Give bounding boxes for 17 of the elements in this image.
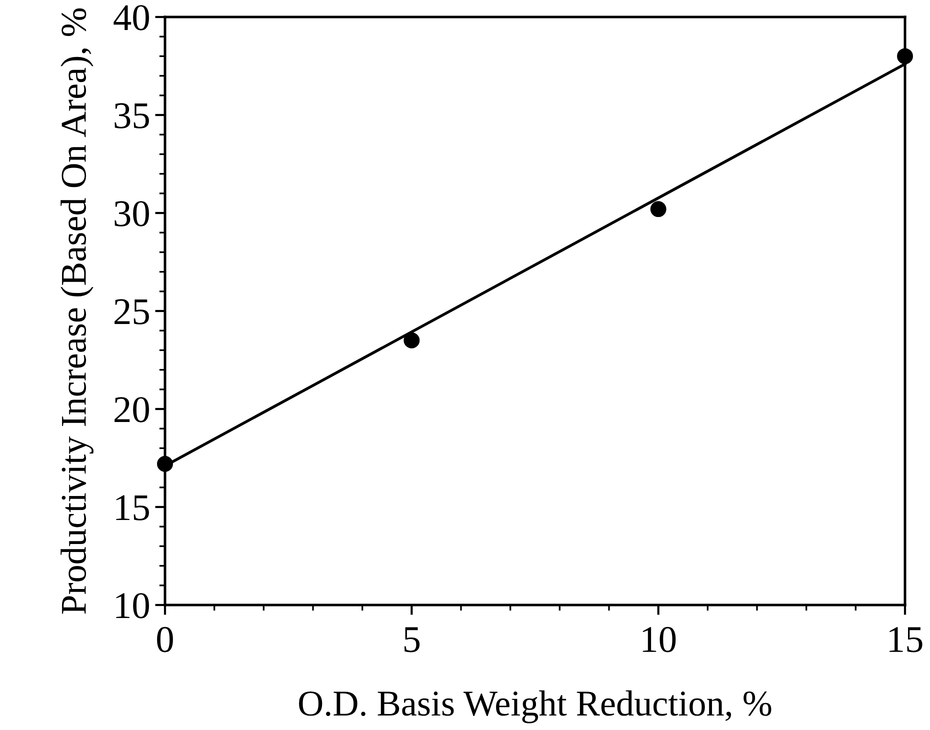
y-axis-title: Productivity Increase (Based On Area), % [60, 8, 94, 614]
point [650, 201, 666, 218]
y-tick-label: 30 [114, 201, 149, 226]
x-axis-title: O.D. Basis Weight Reduction, % [299, 690, 772, 724]
x-tick-label: 10 [642, 626, 676, 652]
y-tick-label: 25 [114, 299, 149, 324]
x-tick-label: 15 [890, 627, 922, 652]
y-tick-label: 35 [114, 103, 149, 128]
point [404, 332, 420, 348]
y-tick-label: 40 [114, 5, 149, 30]
point [157, 456, 173, 472]
x-tick-label: 5 [404, 627, 420, 652]
point [897, 48, 913, 64]
y-tick-label: 10 [116, 593, 149, 618]
x-tick-label: 0 [157, 626, 173, 652]
y-tick-label: 15 [116, 495, 149, 520]
y-tick-label: 20 [114, 397, 149, 422]
